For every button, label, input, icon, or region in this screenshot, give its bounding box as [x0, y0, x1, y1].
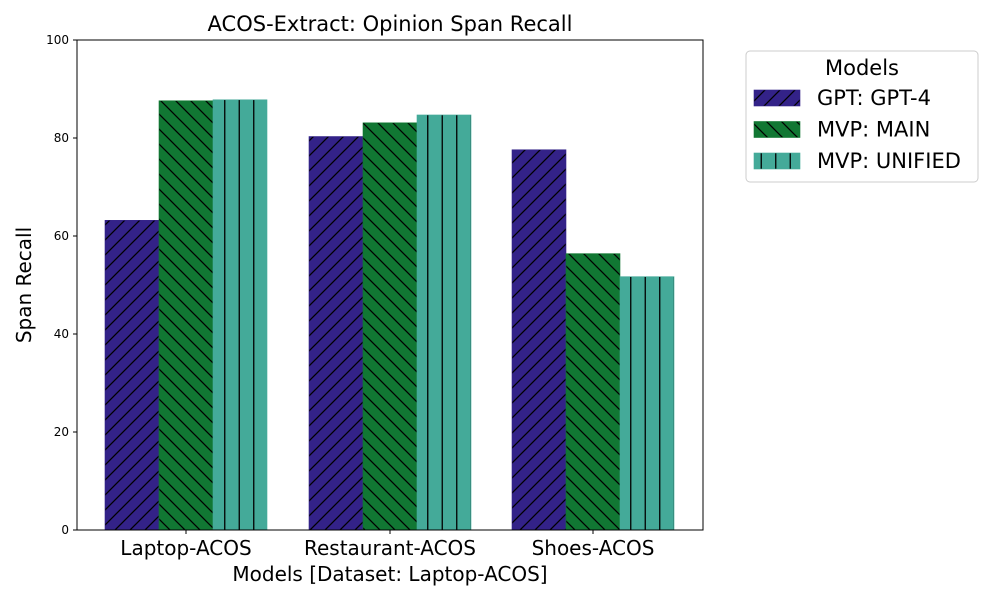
legend-swatch	[753, 89, 801, 107]
bar-laptop-acos-gpt-gpt-4	[104, 220, 160, 531]
y-axis: 0 20 40 60 80 100	[46, 33, 77, 537]
legend-label: MVP: UNIFIED	[817, 149, 961, 173]
x-category-label: Shoes-ACOS	[532, 536, 655, 560]
legend-label: MVP: MAIN	[817, 118, 930, 142]
bar-shoes-acos-gpt-gpt-4	[511, 149, 567, 531]
bar-restaurant-acos-mvp-unified	[416, 114, 472, 531]
x-axis: Laptop-ACOS Restaurant-ACOS Shoes-ACOS	[120, 530, 654, 560]
legend-title: Models	[825, 56, 899, 80]
x-category-label: Laptop-ACOS	[120, 536, 251, 560]
bar-laptop-acos-mvp-unified	[212, 99, 268, 531]
y-tick-label: 80	[54, 131, 69, 145]
legend-frame	[745, 50, 979, 183]
y-tick-label: 60	[54, 229, 69, 243]
bar-restaurant-acos-mvp-main	[362, 122, 418, 531]
legend-swatch	[753, 121, 801, 138]
legend: Models GPT: GPT-4 MVP: MAIN MVP: UNIFIED	[745, 50, 979, 183]
y-axis-title: Span Recall	[12, 227, 36, 343]
x-category-label: Restaurant-ACOS	[304, 536, 476, 560]
legend-label: GPT: GPT-4	[817, 86, 931, 110]
chart-title: ACOS-Extract: Opinion Span Recall	[208, 12, 573, 36]
y-tick-label: 20	[54, 425, 69, 439]
bar-shoes-acos-mvp-main	[565, 253, 621, 531]
y-tick-label: 40	[54, 327, 69, 341]
legend-swatch	[753, 152, 801, 170]
bars-layer	[104, 99, 675, 531]
bar-laptop-acos-mvp-main	[158, 100, 214, 531]
y-tick-label: 0	[61, 523, 69, 537]
bar-shoes-acos-mvp-unified	[619, 276, 675, 531]
x-axis-title: Models [Dataset: Laptop-ACOS]	[232, 562, 547, 586]
y-tick-label: 100	[46, 33, 69, 47]
bar-restaurant-acos-gpt-gpt-4	[308, 136, 364, 531]
